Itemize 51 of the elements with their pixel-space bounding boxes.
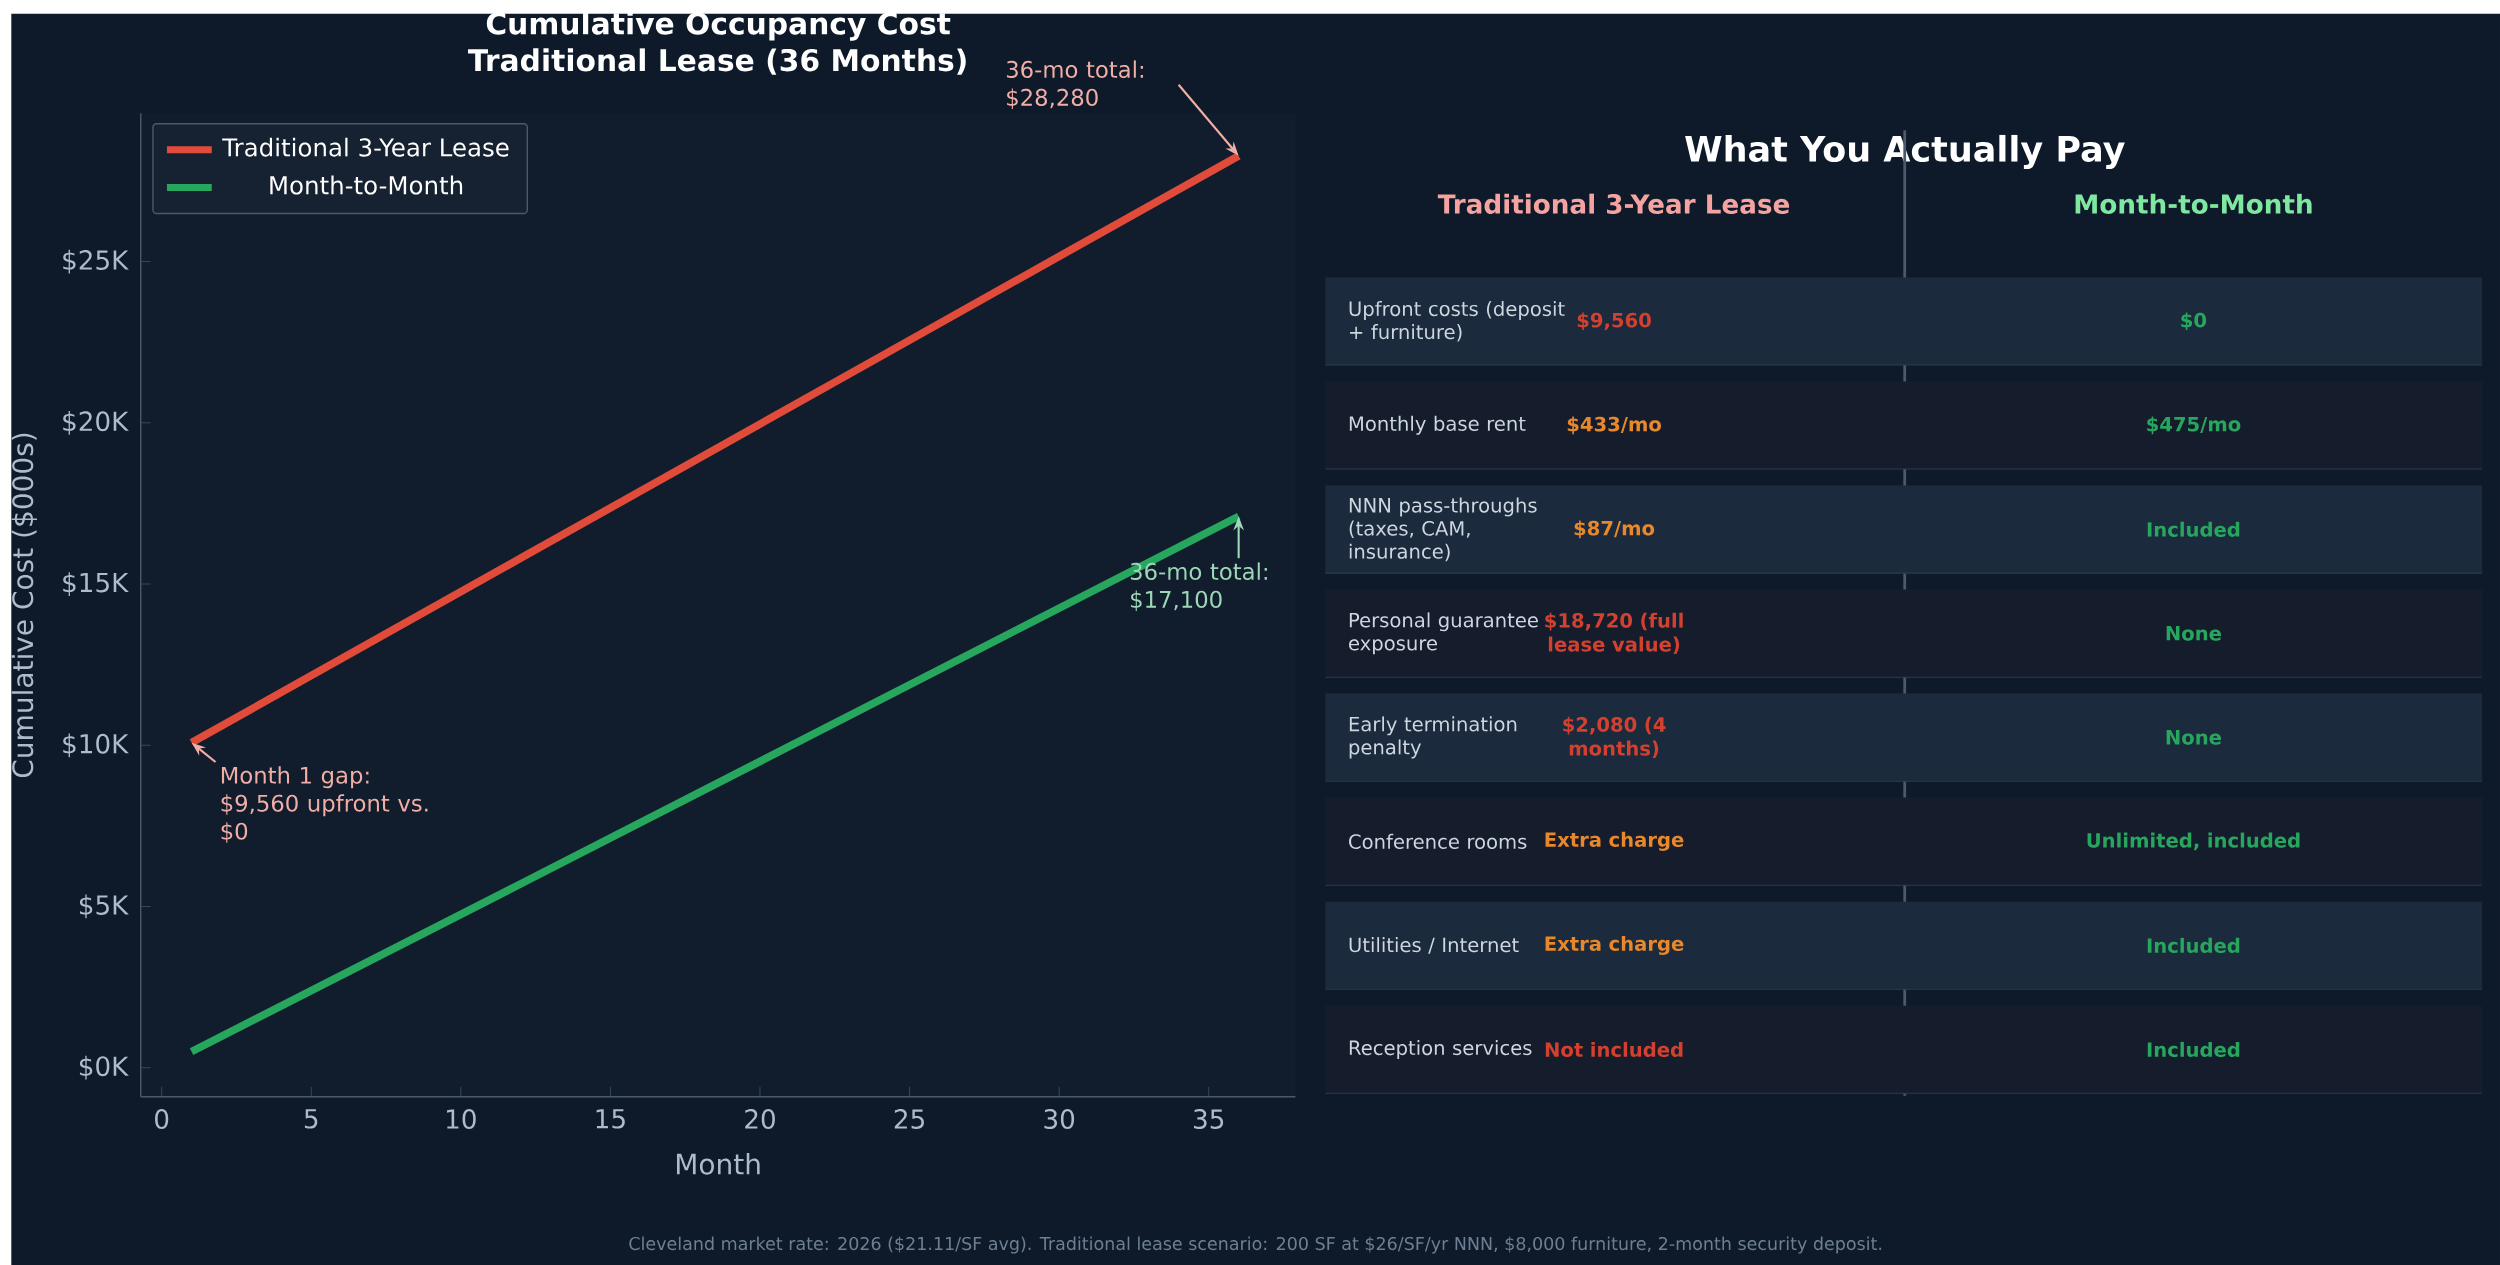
y-tick-label: $20K bbox=[63, 410, 129, 435]
text: $2,080 (4 months) bbox=[1563, 716, 1666, 758]
text: What You Actually Pay bbox=[1685, 134, 2125, 170]
text: $87/mo bbox=[1574, 520, 1655, 539]
y-tick-label: $0K bbox=[79, 1055, 129, 1080]
text: $433/mo bbox=[1567, 416, 1661, 435]
text: $18,720 (full lease value) bbox=[1545, 612, 1683, 654]
category-label: Upfront costs (deposit + furniture) bbox=[1349, 300, 1565, 342]
text: $9,560 bbox=[1577, 312, 1651, 331]
text: Traditional 3-Year Lease bbox=[1437, 193, 1790, 214]
category-label: Utilities / Internet bbox=[1349, 937, 1519, 954]
legend-label: Traditional 3-Year Lease bbox=[222, 137, 509, 157]
text: Included bbox=[2147, 937, 2240, 953]
text: Not included bbox=[1545, 1041, 1683, 1057]
x-tick-label: 10 bbox=[447, 1109, 476, 1129]
x-tick-label: 25 bbox=[894, 1109, 924, 1129]
category-label: NNN pass-throughs (taxes, CAM, insurance) bbox=[1349, 497, 1537, 562]
x-tick-label: 0 bbox=[155, 1109, 169, 1129]
text: Cleveland market rate: 2026 ($21.11/SF avg). Traditional lease scenario: 200 SF at $26/SF/yr NNN, $8,000 furniture, 2-month security deposit. bbox=[629, 1236, 1882, 1254]
y-tick-label: $25K bbox=[63, 249, 129, 274]
x-tick-label: 5 bbox=[304, 1109, 318, 1129]
text: $475/mo bbox=[2147, 416, 2241, 435]
y-tick-label: $5K bbox=[79, 894, 129, 919]
text: Included bbox=[2147, 521, 2240, 537]
x-axis-title: Month bbox=[676, 1152, 760, 1175]
category-label: Early termination penalty bbox=[1349, 716, 1517, 759]
category-label: Conference rooms bbox=[1349, 833, 1527, 849]
category-label: Reception services bbox=[1349, 1039, 1532, 1059]
y-axis-title: Cumulative Cost ($000s) bbox=[11, 433, 38, 778]
y-tick-label: $15K bbox=[63, 572, 129, 596]
text: Included bbox=[2147, 1041, 2240, 1057]
x-tick-label: 20 bbox=[745, 1109, 775, 1129]
category-label: Personal guarantee exposure bbox=[1349, 612, 1538, 655]
x-tick-label: 30 bbox=[1044, 1109, 1075, 1129]
chart-title: Cumulative Occupancy Cost bbox=[486, 11, 951, 41]
y-tick-label: $10K bbox=[63, 733, 129, 758]
chart-subtitle: Traditional Lease (36 Months) bbox=[468, 48, 966, 75]
category-label: Monthly base rent bbox=[1349, 415, 1526, 435]
text: Unlimited, included bbox=[2087, 832, 2300, 851]
text: None bbox=[2166, 730, 2222, 745]
annotation: Month 1 gap: $9,560 upfront vs. $0 bbox=[221, 766, 428, 843]
text: Extra charge bbox=[1545, 831, 1684, 851]
x-tick-label: 15 bbox=[596, 1109, 625, 1129]
annotation: 36-mo total: $17,100 bbox=[1130, 562, 1267, 611]
text: 36-mo total: $28,280 bbox=[1006, 60, 1143, 109]
legend-label: Month-to-Month bbox=[270, 175, 463, 195]
text: None bbox=[2166, 625, 2222, 641]
text: Extra charge bbox=[1545, 935, 1684, 955]
text: $0 bbox=[2181, 312, 2207, 331]
x-tick-label: 35 bbox=[1194, 1109, 1224, 1129]
text: Month-to-Month bbox=[2075, 193, 2312, 214]
